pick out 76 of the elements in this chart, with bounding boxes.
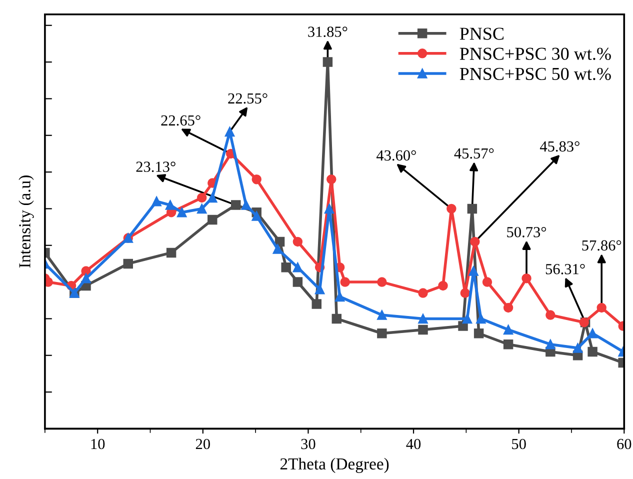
legend-label: PNSC bbox=[460, 28, 504, 40]
x-axis-title: 2Theta (Degree) bbox=[280, 458, 389, 473]
point bbox=[123, 258, 133, 269]
point bbox=[281, 262, 291, 272]
annotation: 43.60° bbox=[376, 150, 416, 161]
point bbox=[176, 208, 187, 218]
x-tick-label: 50 bbox=[512, 438, 526, 450]
legend-label: PNSC+PSC 50 wt.% bbox=[460, 68, 611, 80]
point bbox=[476, 314, 486, 324]
point bbox=[482, 277, 492, 287]
annotation: 50.73° bbox=[507, 226, 546, 238]
point bbox=[252, 174, 262, 184]
x-tick-label: 10 bbox=[91, 438, 105, 450]
point bbox=[166, 248, 176, 258]
point bbox=[474, 328, 484, 338]
annotation: 22.55° bbox=[228, 93, 268, 104]
annotation: 56.31° bbox=[546, 264, 585, 274]
point bbox=[314, 284, 325, 294]
point bbox=[292, 236, 303, 247]
point bbox=[44, 277, 53, 287]
annotation: 22.65° bbox=[161, 115, 200, 126]
point bbox=[326, 174, 336, 184]
point bbox=[546, 310, 556, 320]
point bbox=[467, 204, 478, 214]
point bbox=[546, 340, 556, 350]
point bbox=[340, 277, 350, 287]
point bbox=[503, 324, 514, 335]
point bbox=[522, 274, 532, 284]
point bbox=[438, 280, 448, 291]
x-tick-label: 60 bbox=[617, 438, 632, 450]
point bbox=[196, 192, 207, 203]
point bbox=[470, 236, 480, 247]
point bbox=[165, 200, 176, 210]
point bbox=[377, 328, 387, 338]
point bbox=[208, 214, 218, 225]
point bbox=[588, 328, 598, 338]
point bbox=[503, 340, 514, 350]
x-tick-label: 40 bbox=[406, 438, 421, 450]
point bbox=[462, 314, 472, 324]
x-tick-label: 20 bbox=[196, 438, 210, 450]
point bbox=[572, 343, 583, 353]
point bbox=[231, 200, 241, 210]
point bbox=[322, 57, 333, 67]
point bbox=[81, 274, 91, 284]
point bbox=[377, 277, 387, 287]
point bbox=[196, 204, 207, 214]
point bbox=[503, 302, 514, 313]
point bbox=[332, 314, 342, 324]
point bbox=[272, 244, 283, 254]
point bbox=[468, 266, 478, 276]
point bbox=[292, 277, 303, 287]
annotation: 45.83° bbox=[540, 141, 580, 152]
annotation: 23.13° bbox=[136, 162, 176, 172]
point bbox=[418, 324, 428, 335]
annotation: 57.86° bbox=[582, 240, 622, 251]
point bbox=[596, 302, 606, 313]
point bbox=[588, 346, 598, 357]
point bbox=[334, 292, 345, 302]
point bbox=[377, 310, 387, 320]
point bbox=[446, 204, 456, 214]
y-axis-title: Intensity (a.u) bbox=[18, 176, 34, 268]
point bbox=[224, 126, 235, 137]
point bbox=[418, 288, 428, 298]
legend-label: PNSC+PSC 30 wt.% bbox=[460, 48, 611, 60]
point bbox=[241, 200, 251, 210]
point bbox=[152, 196, 162, 206]
point bbox=[418, 314, 428, 324]
x-tick-label: 30 bbox=[301, 438, 316, 450]
annotation: 45.57° bbox=[454, 148, 494, 159]
point bbox=[252, 211, 262, 221]
point bbox=[208, 192, 218, 203]
point bbox=[312, 299, 322, 309]
point bbox=[460, 288, 470, 298]
point bbox=[292, 262, 303, 272]
annotation: 31.85° bbox=[308, 26, 348, 37]
point bbox=[324, 204, 334, 214]
